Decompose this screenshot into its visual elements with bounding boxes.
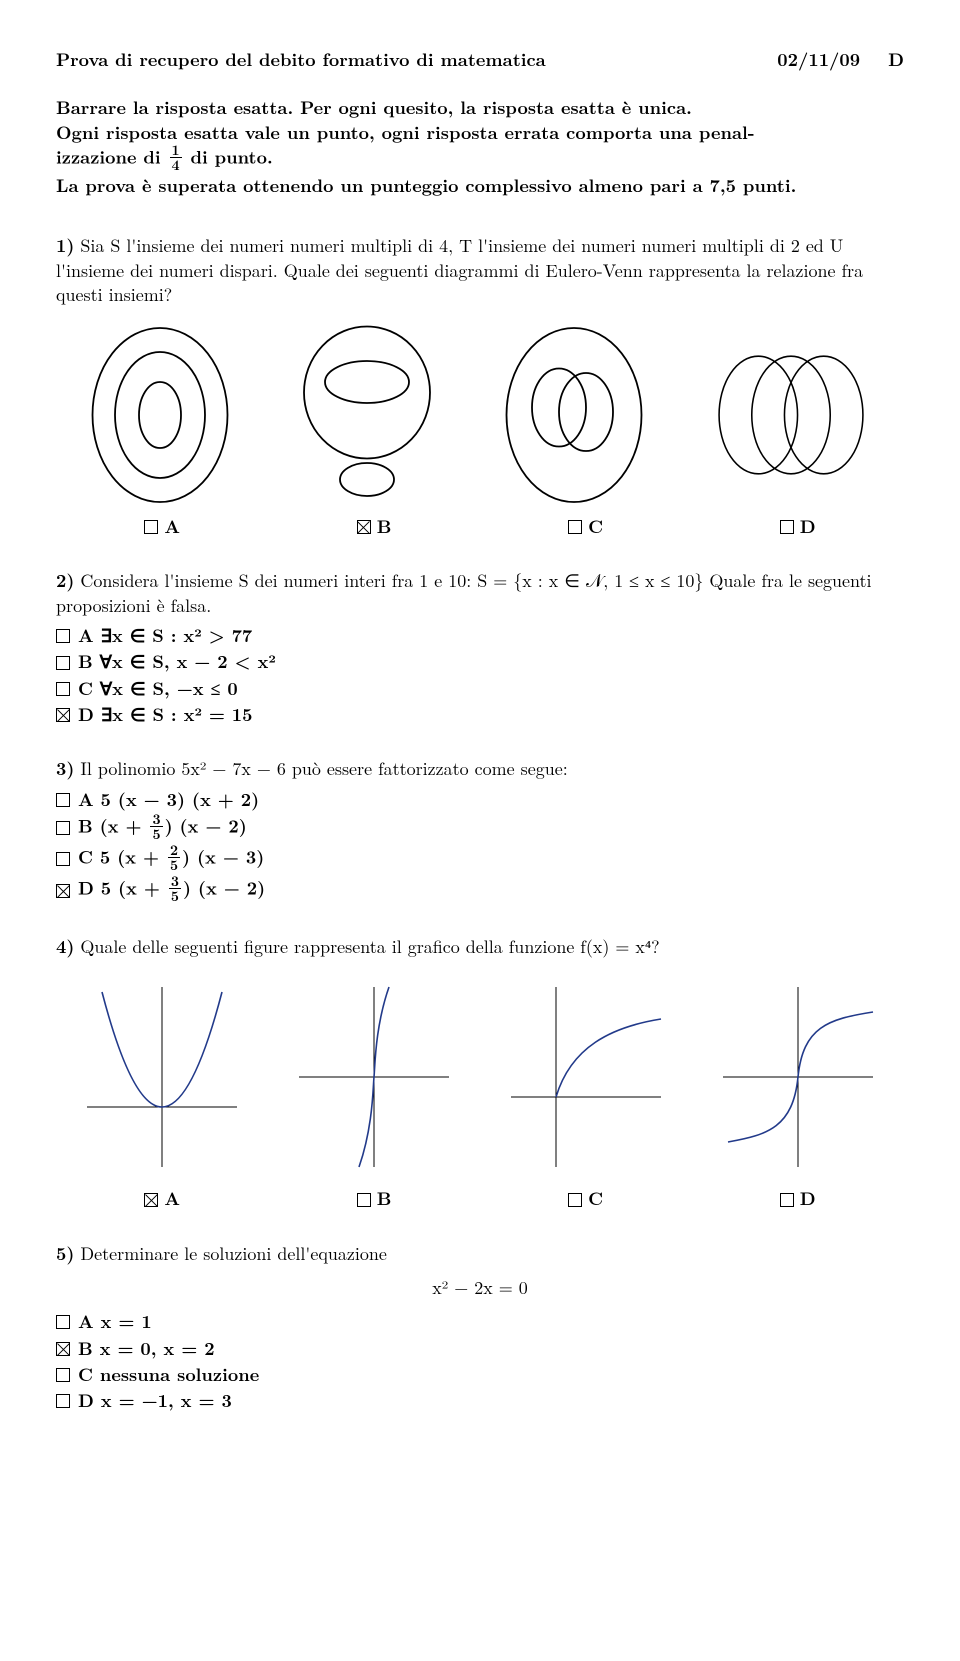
- fraction-3-5: 35: [150, 812, 162, 841]
- q4-opt-a[interactable]: A: [144, 1187, 180, 1211]
- checkbox-icon: [357, 1193, 371, 1207]
- question-4: 4) Quale delle seguenti figure rappresen…: [56, 935, 904, 1212]
- q2-text: Considera l'insieme S dei numeri interi …: [56, 568, 872, 617]
- q1-opt-a[interactable]: A: [144, 515, 180, 539]
- q1-opt-d[interactable]: D: [780, 515, 816, 539]
- checkbox-icon: [56, 1368, 70, 1382]
- q2-opt-c[interactable]: C ∀x ∈ S, −x ≤ 0: [56, 677, 904, 701]
- q1-venn-row: [56, 325, 904, 505]
- q5-equation: x² − 2x = 0: [56, 1276, 904, 1300]
- page-header: Prova di recupero del debito formativo d…: [56, 48, 904, 72]
- venn-a: [85, 325, 235, 505]
- instructions-line2: Ogni risposta esatta vale un punto, ogni…: [56, 121, 904, 174]
- variant-letter: D: [888, 48, 904, 72]
- q5-label: 5): [56, 1241, 74, 1266]
- instructions: Barrare la risposta esatta. Per ogni que…: [56, 96, 904, 198]
- q1-text: Sia S l'insieme dei numeri numeri multip…: [56, 233, 863, 307]
- checkbox-icon: [56, 1394, 70, 1408]
- checkbox-icon: [780, 520, 794, 534]
- question-5: 5) Determinare le soluzioni dell'equazio…: [56, 1242, 904, 1414]
- q3-opt-b[interactable]: B (x + 35) (x − 2): [56, 814, 904, 843]
- checkbox-icon: [56, 629, 70, 643]
- checkbox-icon: [568, 520, 582, 534]
- q4-options: A B C D: [56, 1187, 904, 1211]
- instructions-line1: Barrare la risposta esatta. Per ogni que…: [56, 96, 904, 120]
- q2-label: 2): [56, 568, 74, 593]
- q3-opt-d[interactable]: D 5 (x + 35) (x − 2): [56, 876, 904, 905]
- plot-c: [501, 977, 671, 1177]
- q3-text: Il polinomio 5x² − 7x − 6 può essere fat…: [74, 756, 567, 781]
- question-2: 2) Considera l'insieme S dei numeri inte…: [56, 569, 904, 727]
- checkbox-icon: [56, 793, 70, 807]
- q4-opt-c[interactable]: C: [568, 1187, 603, 1211]
- date: 02/11/09: [777, 48, 860, 72]
- checkbox-checked-icon: [56, 1342, 70, 1356]
- q3-label: 3): [56, 756, 74, 781]
- q5-opt-b[interactable]: B x = 0, x = 2: [56, 1337, 904, 1361]
- plot-a: [77, 977, 247, 1177]
- plot-d: [713, 977, 883, 1177]
- checkbox-icon: [56, 852, 70, 866]
- q5-opt-a[interactable]: A x = 1: [56, 1310, 904, 1334]
- q3-opt-c[interactable]: C 5 (x + 25) (x − 3): [56, 845, 904, 874]
- instructions-line3: La prova è superata ottenendo un puntegg…: [56, 174, 904, 198]
- venn-c: [499, 325, 649, 505]
- checkbox-icon: [56, 656, 70, 670]
- q5-text: Determinare le soluzioni dell'equazione: [74, 1241, 386, 1266]
- fraction-3-5: 35: [169, 874, 181, 903]
- question-3: 3) Il polinomio 5x² − 7x − 6 può essere …: [56, 757, 904, 905]
- q1-opt-b[interactable]: B: [357, 515, 392, 539]
- q4-label: 4): [56, 934, 74, 959]
- q4-opt-b[interactable]: B: [357, 1187, 392, 1211]
- q1-label: 1): [56, 233, 74, 258]
- venn-b: [292, 325, 442, 505]
- checkbox-icon: [56, 682, 70, 696]
- q2-opt-d[interactable]: D ∃x ∈ S : x² = 15: [56, 703, 904, 727]
- venn-d: [706, 325, 876, 505]
- q4-plots: [56, 977, 904, 1177]
- checkbox-checked-icon: [357, 520, 371, 534]
- q3-opt-a[interactable]: A 5 (x − 3) (x + 2): [56, 788, 904, 812]
- fraction-2-5: 25: [168, 843, 180, 872]
- q2-options: A ∃x ∈ S : x² > 77 B ∀x ∈ S, x − 2 < x² …: [56, 624, 904, 727]
- q1-opt-c[interactable]: C: [568, 515, 603, 539]
- q5-opt-d[interactable]: D x = −1, x = 3: [56, 1389, 904, 1413]
- q5-opt-c[interactable]: C nessuna soluzione: [56, 1363, 904, 1387]
- checkbox-checked-icon: [56, 884, 70, 898]
- checkbox-icon: [780, 1193, 794, 1207]
- q2-opt-a[interactable]: A ∃x ∈ S : x² > 77: [56, 624, 904, 648]
- q1-options: A B C D: [56, 515, 904, 539]
- q3-options: A 5 (x − 3) (x + 2) B (x + 35) (x − 2) C…: [56, 788, 904, 906]
- q4-text: Quale delle seguenti figure rappresenta …: [74, 934, 659, 959]
- checkbox-checked-icon: [144, 1193, 158, 1207]
- checkbox-icon: [56, 1315, 70, 1329]
- fraction-1-4: 14: [170, 143, 182, 172]
- checkbox-icon: [568, 1193, 582, 1207]
- q2-opt-b[interactable]: B ∀x ∈ S, x − 2 < x²: [56, 650, 904, 674]
- q5-options: A x = 1 B x = 0, x = 2 C nessuna soluzio…: [56, 1310, 904, 1413]
- question-1: 1) Sia S l'insieme dei numeri numeri mul…: [56, 234, 904, 539]
- checkbox-checked-icon: [56, 708, 70, 722]
- checkbox-icon: [144, 520, 158, 534]
- q4-opt-d[interactable]: D: [780, 1187, 816, 1211]
- title: Prova di recupero del debito formativo d…: [56, 48, 546, 72]
- checkbox-icon: [56, 821, 70, 835]
- plot-b: [289, 977, 459, 1177]
